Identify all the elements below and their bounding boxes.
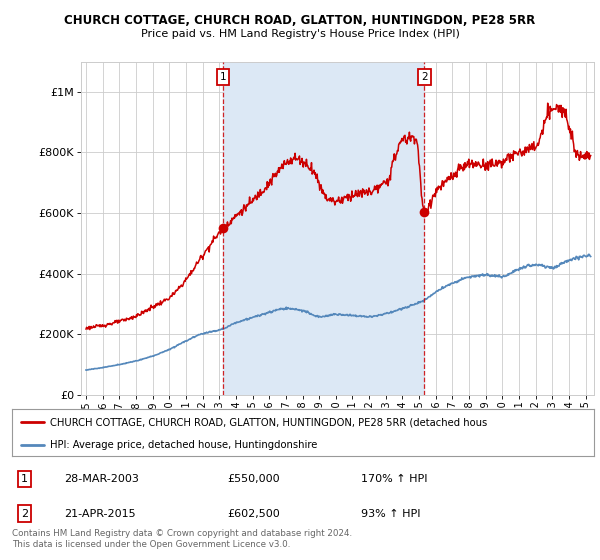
Text: 93% ↑ HPI: 93% ↑ HPI	[361, 508, 421, 519]
Text: £550,000: £550,000	[227, 474, 280, 484]
Text: 1: 1	[220, 72, 227, 82]
Text: CHURCH COTTAGE, CHURCH ROAD, GLATTON, HUNTINGDON, PE28 5RR: CHURCH COTTAGE, CHURCH ROAD, GLATTON, HU…	[64, 14, 536, 27]
Text: 21-APR-2015: 21-APR-2015	[64, 508, 136, 519]
Text: Contains HM Land Registry data © Crown copyright and database right 2024.
This d: Contains HM Land Registry data © Crown c…	[12, 529, 352, 549]
Text: 2: 2	[421, 72, 428, 82]
Text: £602,500: £602,500	[227, 508, 280, 519]
Text: HPI: Average price, detached house, Huntingdonshire: HPI: Average price, detached house, Hunt…	[50, 440, 317, 450]
Text: 28-MAR-2003: 28-MAR-2003	[64, 474, 139, 484]
Bar	[223, 62, 424, 395]
Text: 1: 1	[22, 474, 28, 484]
Text: 2: 2	[21, 508, 28, 519]
Text: Price paid vs. HM Land Registry's House Price Index (HPI): Price paid vs. HM Land Registry's House …	[140, 29, 460, 39]
Text: CHURCH COTTAGE, CHURCH ROAD, GLATTON, HUNTINGDON, PE28 5RR (detached hous: CHURCH COTTAGE, CHURCH ROAD, GLATTON, HU…	[50, 417, 487, 427]
Text: 170% ↑ HPI: 170% ↑ HPI	[361, 474, 428, 484]
